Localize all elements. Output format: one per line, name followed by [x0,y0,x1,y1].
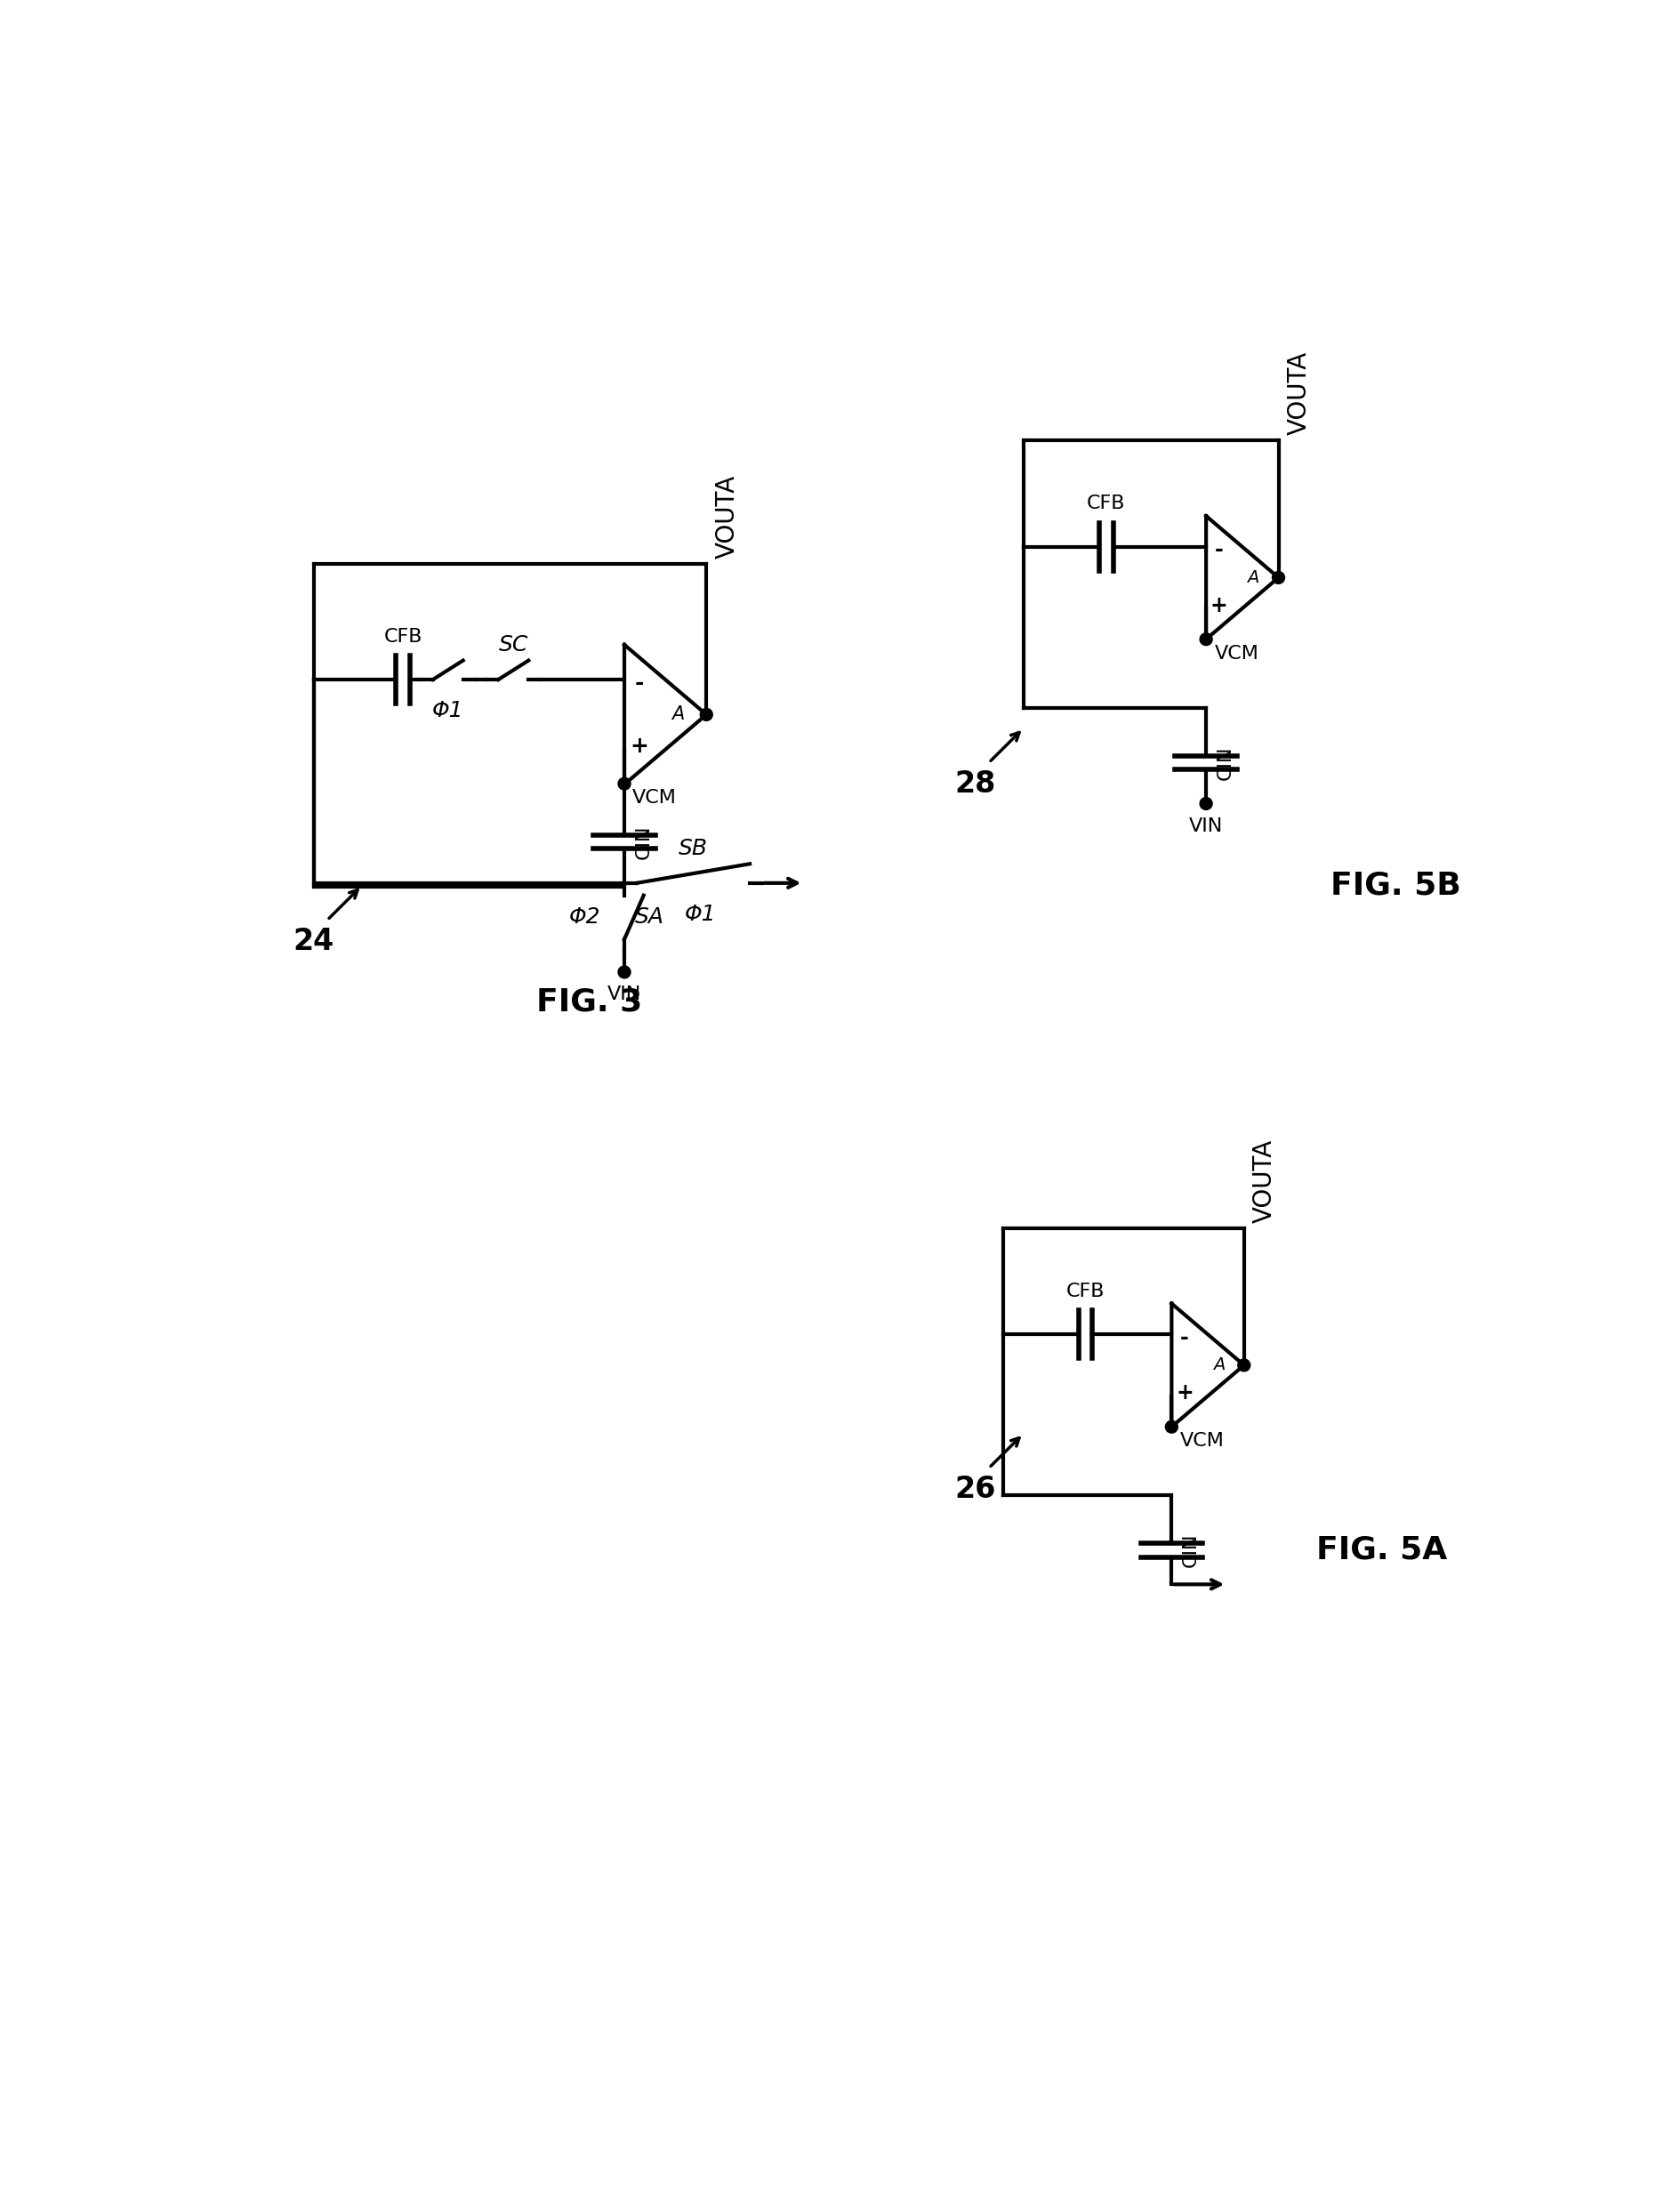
Text: CFB: CFB [383,628,422,645]
Text: SC: SC [499,635,528,656]
Text: VOUTA: VOUTA [1252,1140,1277,1223]
Text: VCM: VCM [632,790,677,807]
Text: VIN: VIN [1188,818,1223,836]
Text: Φ2: Φ2 [568,906,600,928]
Text: VIN: VIN [606,987,642,1004]
Text: FIG. 5A: FIG. 5A [1315,1536,1446,1564]
Circle shape [618,965,630,978]
Text: CIN: CIN [635,825,652,860]
Text: CFB: CFB [1087,494,1126,512]
Circle shape [1200,796,1211,810]
Text: 26: 26 [954,1475,995,1503]
Circle shape [1164,1420,1178,1433]
Text: 28: 28 [954,770,995,799]
Text: -: - [1215,538,1223,560]
Text: CIN: CIN [1216,746,1233,779]
Text: -: - [633,672,643,694]
Text: FIG. 3: FIG. 3 [536,987,642,1017]
Text: -: - [1179,1326,1188,1348]
Text: VCM: VCM [1213,645,1258,663]
Circle shape [701,709,712,720]
Text: VOUTA: VOUTA [1287,352,1310,435]
Text: CIN: CIN [1181,1534,1200,1567]
Circle shape [618,777,630,790]
Circle shape [1272,571,1284,584]
Text: VOUTA: VOUTA [714,475,739,558]
Text: SB: SB [679,838,707,860]
Text: VCM: VCM [1179,1433,1223,1451]
Text: CFB: CFB [1065,1282,1104,1300]
Text: +: + [1210,595,1228,617]
Text: Φ1: Φ1 [432,700,464,722]
Text: SA: SA [635,906,664,928]
Text: 24: 24 [292,928,334,956]
Text: Φ1: Φ1 [684,904,716,926]
Text: +: + [630,735,648,757]
Text: FIG. 5B: FIG. 5B [1329,871,1460,901]
Text: +: + [1176,1383,1193,1403]
Text: A: A [1247,569,1258,586]
Text: A: A [670,707,684,724]
Circle shape [1236,1359,1250,1372]
Circle shape [1200,632,1211,645]
Text: A: A [1211,1357,1225,1374]
